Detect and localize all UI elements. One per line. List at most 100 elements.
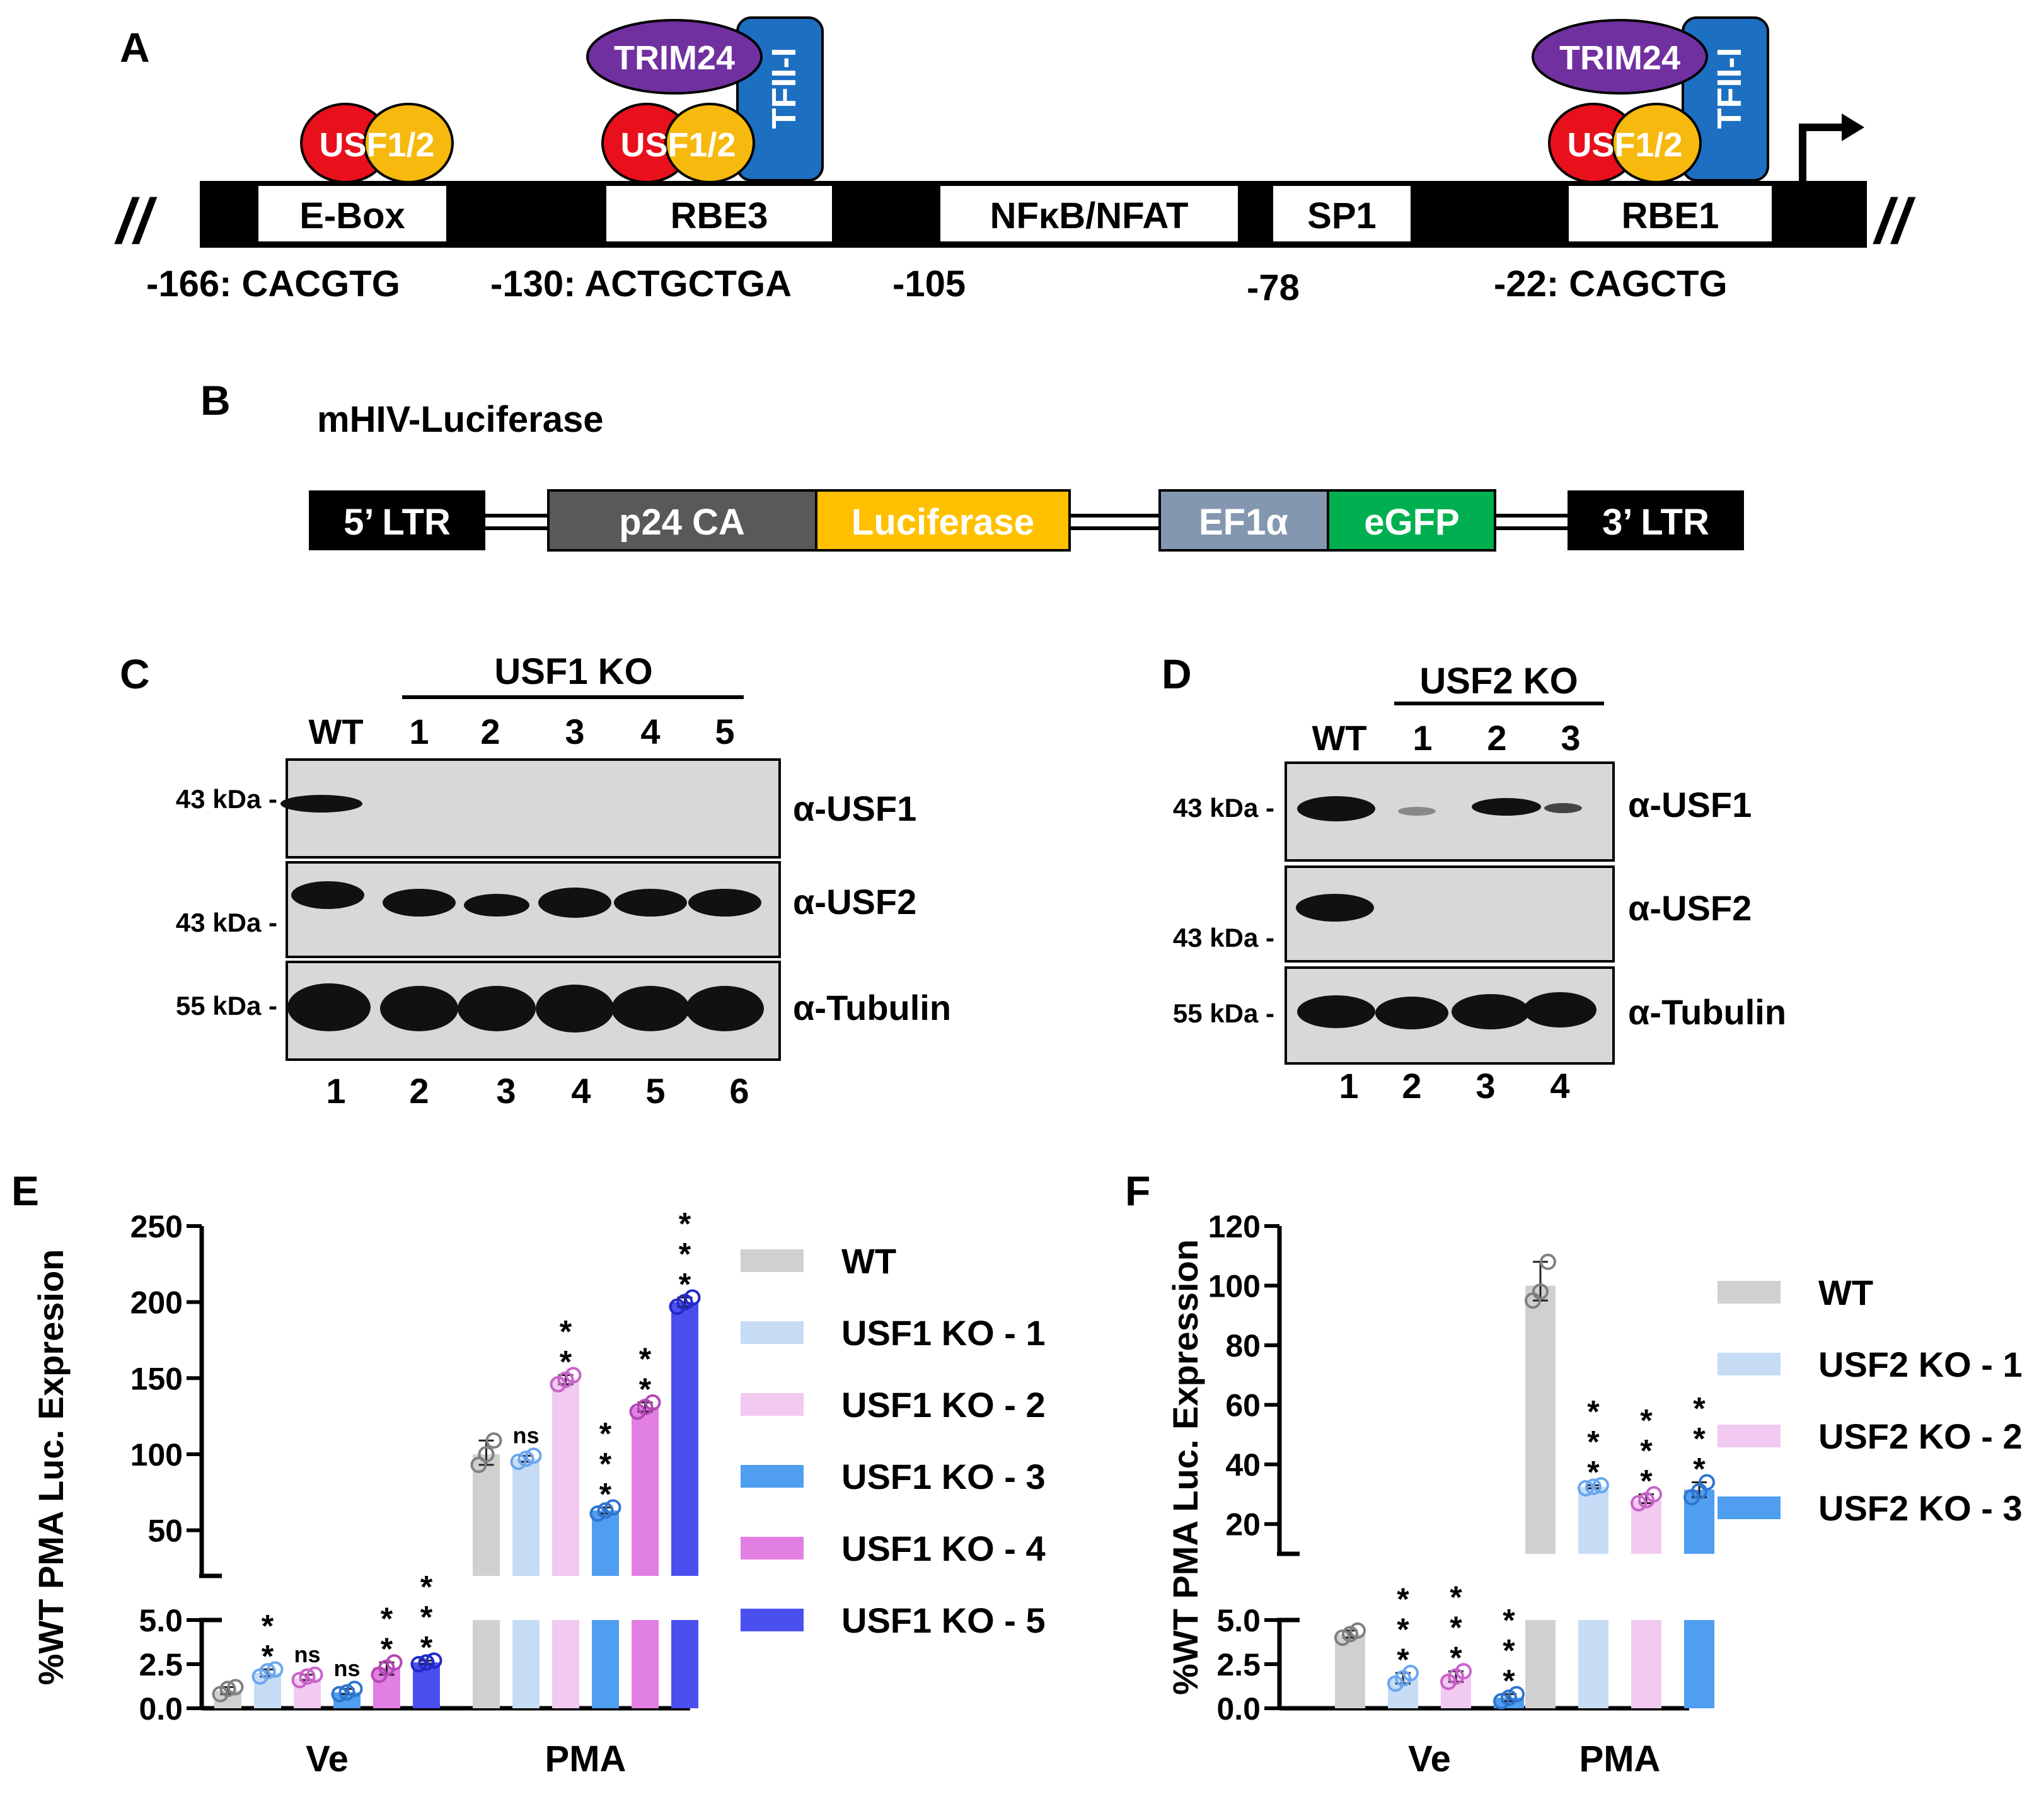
data-point [331,1686,348,1703]
significance-label: * [560,1344,572,1379]
segment-label-5ltr: 5’ LTR [344,502,451,543]
y-axis-label: %WT PMA Luc. Expresion [31,1249,71,1686]
significance-label: ns [333,1655,360,1681]
position-rbe1: -22: CAGCTG [1494,263,1728,304]
data-point [259,1663,276,1680]
legend-swatch [741,1321,804,1344]
data-point [418,1654,435,1671]
significance-label: * [381,1601,393,1636]
y-tick-label: 40 [1225,1447,1261,1483]
bar [473,1620,500,1708]
trim24-rbe1 [1532,19,1708,95]
bar [671,1302,698,1576]
data-point [227,1679,244,1696]
segment-label-p24: p24 CA [619,502,745,543]
usf-dimer-ebox: USF1/2 [300,103,454,183]
site-box-ebox [258,186,446,241]
lane-number: 2 [1402,1066,1421,1106]
significance-label: * [599,1476,612,1512]
y-tick-label: 0.0 [1216,1691,1261,1727]
bar [1335,1634,1365,1708]
construct-title: mHIV-Luciferase [317,399,604,440]
significance-label: * [1640,1463,1653,1498]
significance-label: * [262,1638,274,1674]
data-point [219,1681,236,1698]
significance-label: * [679,1236,691,1271]
position-sp1: -78 [1247,267,1300,308]
significance-label: * [1587,1454,1600,1490]
significance-label: * [1693,1391,1706,1427]
antibody-label: α-USF2 [793,882,916,922]
data-point [1493,1693,1510,1710]
data-point [291,1672,308,1689]
significance-label: ns [512,1422,539,1448]
site-box-sp1 [1273,186,1411,241]
antibody-label: α-Tubulin [1628,992,1786,1032]
position-ebox: -166: CACGTG [146,263,400,304]
tss-arrow [1799,124,1844,181]
y-tick-label: 120 [1208,1209,1261,1244]
bar [1578,1486,1608,1554]
lane-header: 3 [565,712,584,751]
complex-rbe1: TFII-I USF1/2 TRIM24 [1532,16,1769,183]
significance-label: * [1397,1582,1409,1617]
site-box-rbe1 [1569,186,1772,241]
legend-label: USF1 KO - 4 [841,1529,1046,1568]
antibody-label: α-USF1 [793,789,916,828]
usf-label-ebox: USF1/2 [319,126,434,164]
legend-label: USF1 KO - 3 [841,1457,1046,1496]
significance-label: * [599,1416,612,1451]
segment-3ltr [1568,490,1744,550]
bar [552,1379,579,1576]
bar [1525,1620,1556,1708]
legend-label: USF1 KO - 2 [841,1385,1046,1425]
data-point [470,1456,487,1473]
y-tick-label: 100 [130,1437,183,1473]
complex-rbe3: TFII-I USF1/2 TRIM24 [586,16,824,183]
lane-header: 2 [480,712,500,751]
marker-label: 55 kDa - [176,991,277,1021]
data-point [1593,1477,1609,1494]
significance-label: * [679,1266,691,1302]
lane-number: 3 [1475,1066,1495,1106]
data-point [410,1656,427,1672]
significance-label: * [262,1608,274,1643]
significance-label: * [1587,1394,1600,1429]
lane-header: WT [1312,718,1366,758]
lane-header: 1 [1412,718,1432,758]
data-point [1631,1495,1647,1512]
data-point [1342,1626,1358,1643]
bar [1631,1620,1661,1708]
legend-swatch [1718,1281,1781,1304]
lane-header: 2 [1487,718,1506,758]
position-rbe3: -130: ACTGCTGA [490,263,792,304]
lane-number: 1 [326,1071,345,1111]
significance-label: * [639,1341,652,1377]
significance-label: * [1450,1580,1462,1615]
segment-label-3ltr: 3’ LTR [1602,502,1709,543]
segment-p24 [547,489,817,552]
lane-number: 4 [571,1071,591,1111]
lane-number: 6 [729,1071,749,1111]
site-box-nfkb [940,186,1238,241]
data-point [1508,1686,1525,1703]
panel-letter-a: A [120,24,150,71]
significance-label: * [420,1599,433,1635]
significance-label: * [420,1569,433,1604]
break-mark-right: // [1873,186,1916,257]
data-point [644,1394,661,1411]
data-point [478,1445,495,1462]
site-label-sp1: SP1 [1307,195,1377,236]
x-category-label: PMA [1579,1739,1661,1780]
significance-label: * [1503,1633,1515,1669]
y-tick-label: 200 [130,1285,183,1321]
lane-header: 4 [640,712,660,751]
western-blot-d: USF2 KO WT 1 2 3 43 kDa - α-USF1 43 kDa … [1173,661,1786,1106]
data-point [684,1289,701,1306]
usf-label-rbe1: USF1/2 [1567,126,1682,164]
data-point [565,1367,582,1384]
legend-swatch [1718,1353,1781,1375]
segment-label-ef1a: EF1α [1199,502,1288,543]
antibody-label: α-USF1 [1628,785,1752,825]
